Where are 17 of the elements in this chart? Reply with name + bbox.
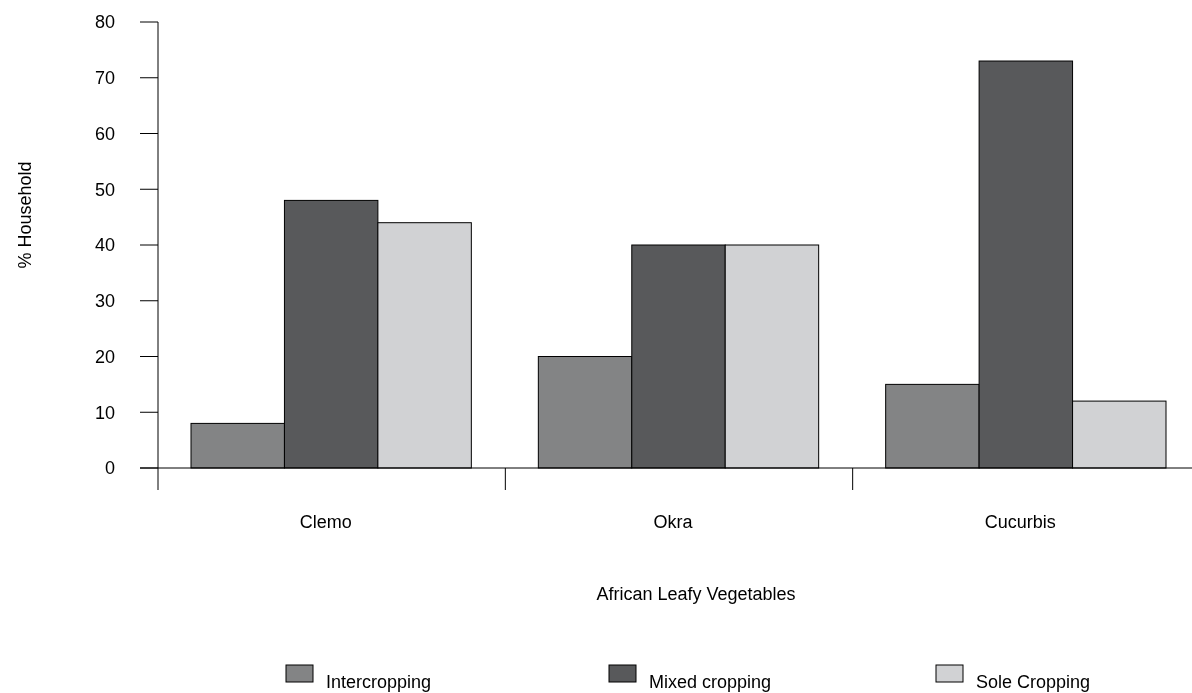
- legend-label: Mixed cropping: [649, 672, 772, 692]
- y-tick-label: 40: [94, 235, 115, 256]
- y-axis-title: % Household: [15, 161, 35, 269]
- legend-label: Sole Cropping: [976, 672, 1091, 692]
- y-tick-label: 60: [94, 123, 115, 144]
- y-tick-label: 30: [94, 291, 115, 312]
- y-tick-label: 50: [94, 179, 115, 200]
- y-tick-label: 80: [94, 12, 115, 33]
- y-tick-label: 70: [94, 68, 115, 89]
- legend-label: Intercropping: [326, 672, 432, 692]
- x-tick-label: Clemo: [299, 512, 352, 532]
- y-tick-label: 20: [94, 346, 115, 367]
- x-tick-label: Okra: [653, 512, 694, 532]
- x-tick-label: Cucurbis: [984, 512, 1056, 532]
- x-axis-title: African Leafy Vegetables: [596, 584, 796, 604]
- y-tick-label: 0: [104, 458, 115, 479]
- y-tick-label: 10: [94, 402, 115, 423]
